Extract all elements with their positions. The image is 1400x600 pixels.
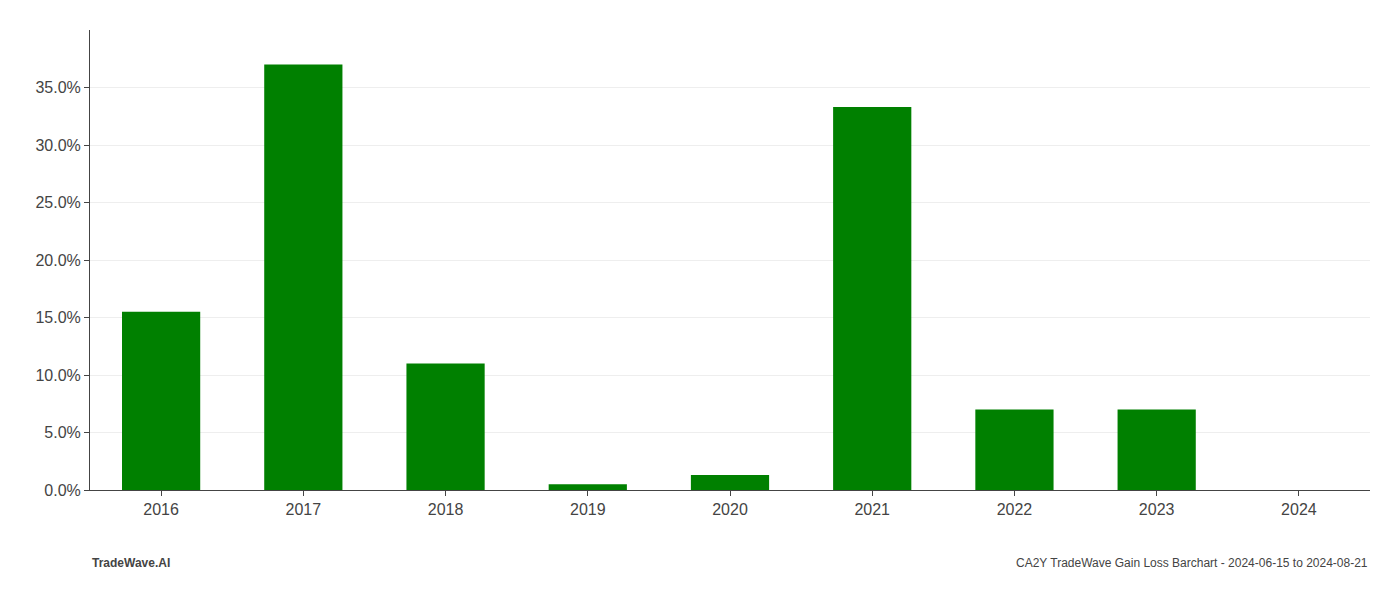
svg-text:35.0%: 35.0% xyxy=(35,79,80,96)
svg-text:0.0%: 0.0% xyxy=(44,482,80,499)
svg-text:20.0%: 20.0% xyxy=(35,252,80,269)
svg-text:2022: 2022 xyxy=(997,501,1033,518)
svg-text:2019: 2019 xyxy=(570,501,606,518)
svg-text:2016: 2016 xyxy=(143,501,179,518)
svg-text:CA2Y TradeWave Gain Loss Barch: CA2Y TradeWave Gain Loss Barchart - 2024… xyxy=(1016,556,1368,570)
svg-text:2020: 2020 xyxy=(712,501,748,518)
svg-text:5.0%: 5.0% xyxy=(44,424,80,441)
svg-text:25.0%: 25.0% xyxy=(35,194,80,211)
svg-text:TradeWave.AI: TradeWave.AI xyxy=(92,556,170,570)
svg-text:10.0%: 10.0% xyxy=(35,367,80,384)
svg-text:30.0%: 30.0% xyxy=(35,137,80,154)
svg-text:2021: 2021 xyxy=(854,501,890,518)
svg-text:2024: 2024 xyxy=(1281,501,1317,518)
svg-text:15.0%: 15.0% xyxy=(35,309,80,326)
svg-text:2018: 2018 xyxy=(428,501,464,518)
svg-text:2023: 2023 xyxy=(1139,501,1175,518)
svg-text:2017: 2017 xyxy=(286,501,322,518)
